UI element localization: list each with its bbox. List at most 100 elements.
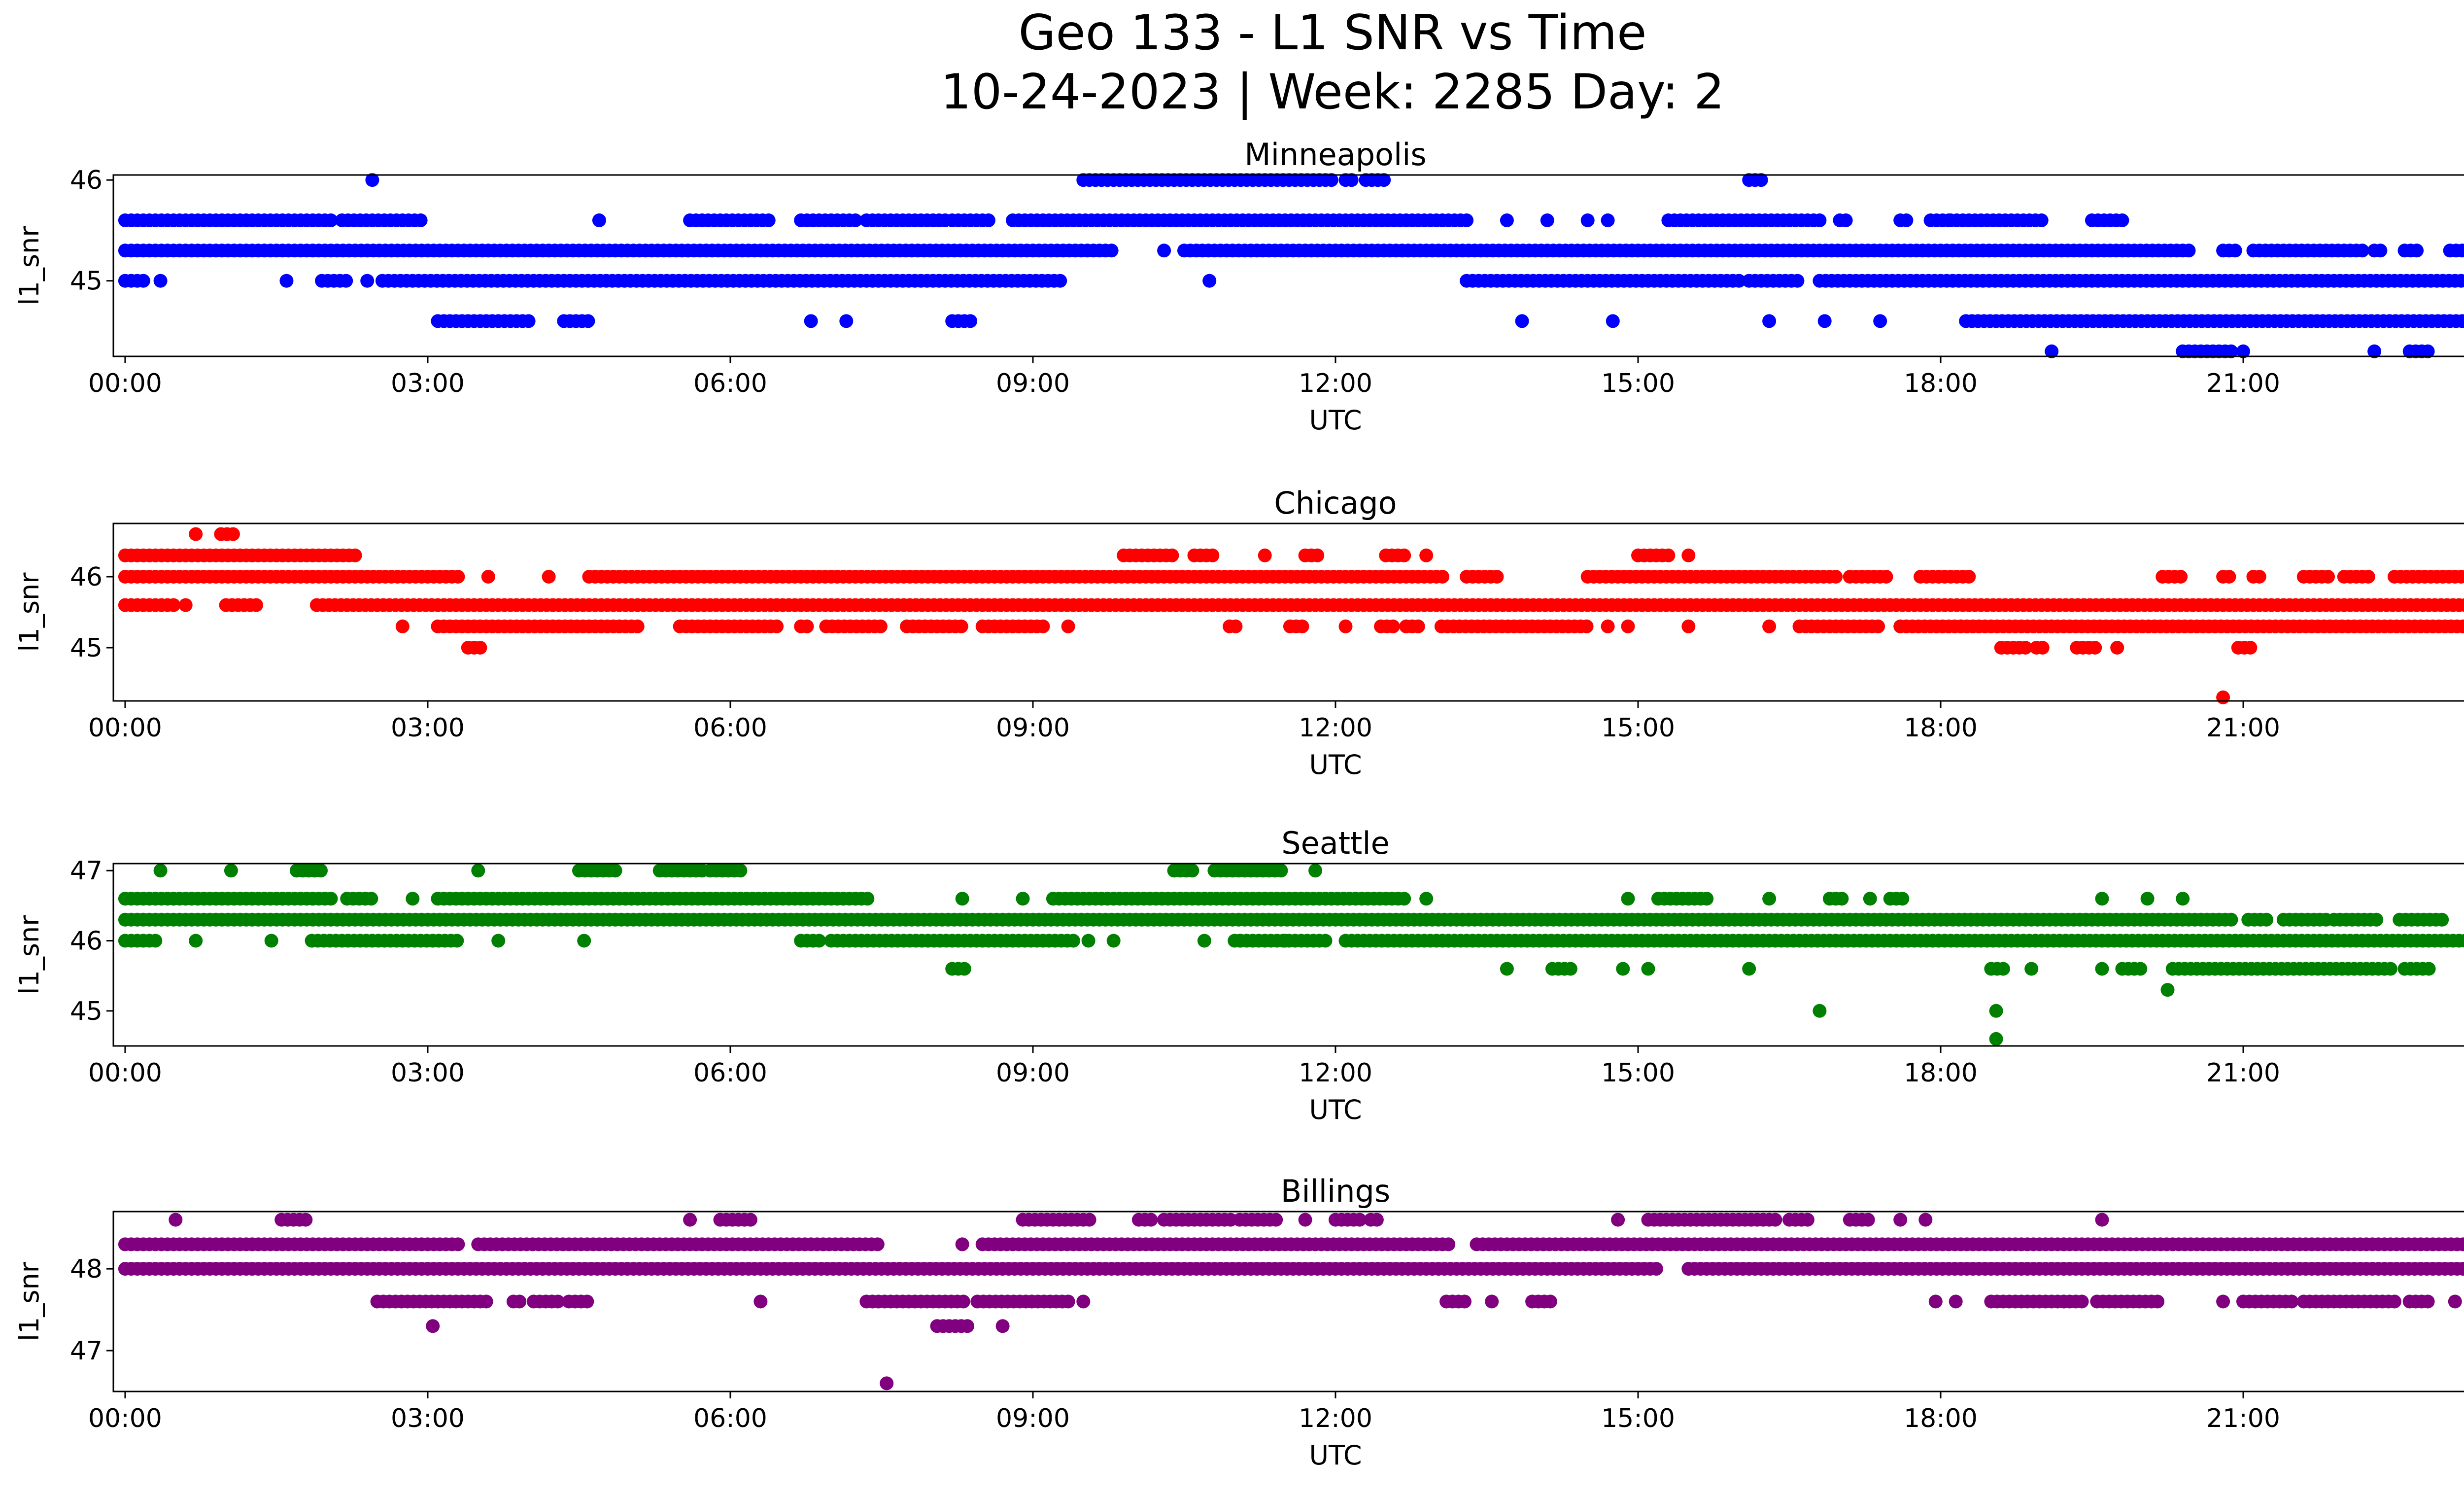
y-axis-label: l1_snr	[14, 915, 45, 995]
y-tick-label: 48	[70, 1254, 103, 1284]
data-point	[1641, 962, 1655, 976]
data-point	[2243, 641, 2258, 655]
data-point	[2259, 912, 2274, 927]
data-point	[1768, 1213, 1782, 1227]
data-point	[1411, 619, 1425, 633]
data-point	[580, 1294, 594, 1309]
data-point	[1996, 962, 2010, 976]
data-point	[1485, 1294, 1499, 1309]
data-point	[1386, 619, 1400, 633]
data-point	[1082, 1213, 1096, 1227]
data-point	[1616, 962, 1630, 976]
data-point	[1104, 243, 1119, 258]
y-tick-label: 46	[70, 562, 103, 592]
data-point	[1606, 314, 1620, 328]
x-tick-label: 03:00	[391, 713, 465, 743]
data-point	[2075, 1294, 2089, 1309]
data-point	[1601, 619, 1615, 633]
scatter-series	[118, 864, 2464, 1046]
x-tick-label: 18:00	[1904, 713, 1978, 743]
data-point	[1308, 864, 1323, 878]
subplot-title: Minneapolis	[1244, 137, 1427, 173]
x-axis-label: UTC	[1309, 405, 1362, 436]
data-point	[577, 934, 591, 948]
data-point	[450, 934, 464, 948]
data-point	[1310, 548, 1325, 562]
x-tick-label: 12:00	[1299, 369, 1372, 398]
x-tick-label: 00:00	[88, 713, 162, 743]
x-tick-label: 18:00	[1904, 1058, 1978, 1088]
data-point	[395, 619, 410, 633]
data-point	[1081, 934, 1095, 948]
data-point	[2455, 314, 2464, 328]
data-point	[348, 548, 362, 562]
data-point	[1458, 1294, 1472, 1309]
data-point	[324, 892, 338, 906]
data-point	[1369, 1213, 1384, 1227]
data-point	[995, 1319, 1010, 1333]
y-axis-label: l1_snr	[14, 572, 45, 652]
x-tick-label: 09:00	[996, 713, 1070, 743]
figure-title-line1: Geo 133 - L1 SNR vs Time	[1019, 5, 1647, 61]
data-point	[870, 1237, 885, 1252]
data-point	[406, 892, 420, 906]
data-point	[2160, 983, 2175, 997]
data-point	[314, 864, 328, 878]
data-point	[2285, 1294, 2299, 1309]
x-tick-label: 03:00	[391, 1404, 465, 1433]
data-point	[1344, 173, 1359, 187]
data-point	[551, 1294, 565, 1309]
data-point	[1377, 173, 1391, 187]
data-point	[2176, 892, 2190, 906]
subplot-title: Chicago	[1274, 485, 1397, 521]
x-tick-label: 18:00	[1904, 1404, 1978, 1433]
data-point	[2095, 962, 2109, 976]
x-tick-label: 06:00	[693, 713, 767, 743]
data-point	[1441, 1237, 1456, 1252]
data-point	[2088, 641, 2102, 655]
data-point	[2448, 1294, 2462, 1309]
data-point	[1579, 619, 1594, 633]
data-point	[1061, 619, 1075, 633]
data-point	[630, 619, 645, 633]
data-point	[2367, 344, 2382, 358]
data-point	[451, 570, 465, 584]
data-point	[733, 864, 748, 878]
data-point	[770, 619, 784, 633]
data-point	[800, 619, 814, 633]
data-point	[2024, 962, 2039, 976]
data-point	[2252, 570, 2266, 584]
data-point	[2455, 243, 2464, 258]
data-point	[761, 213, 776, 227]
data-point	[364, 892, 378, 906]
data-point	[2236, 344, 2250, 358]
data-point	[1700, 892, 1714, 906]
data-point	[2110, 641, 2124, 655]
data-point	[1893, 1213, 1908, 1227]
data-point	[1165, 548, 1179, 562]
data-point	[753, 1294, 768, 1309]
data-point	[1157, 243, 1171, 258]
data-point	[324, 213, 338, 227]
data-point	[169, 1213, 183, 1227]
data-point	[1681, 619, 1696, 633]
data-point	[1813, 213, 1827, 227]
data-point	[1817, 314, 1832, 328]
data-point	[1918, 1213, 1933, 1227]
subplot-title: Billings	[1281, 1173, 1390, 1209]
data-point	[451, 1237, 465, 1252]
data-point	[426, 1319, 440, 1333]
data-point	[1324, 173, 1338, 187]
x-axis-label: UTC	[1309, 1440, 1362, 1471]
data-point	[2421, 344, 2435, 358]
data-point	[1962, 570, 1976, 584]
data-point	[136, 274, 150, 288]
data-point	[1879, 570, 1893, 584]
data-point	[1863, 892, 1877, 906]
x-tick-label: 21:00	[2206, 713, 2280, 743]
data-point	[2462, 1264, 2464, 1274]
data-point	[860, 892, 875, 906]
x-tick-label: 00:00	[88, 1058, 162, 1088]
y-tick-label: 47	[70, 1336, 103, 1366]
